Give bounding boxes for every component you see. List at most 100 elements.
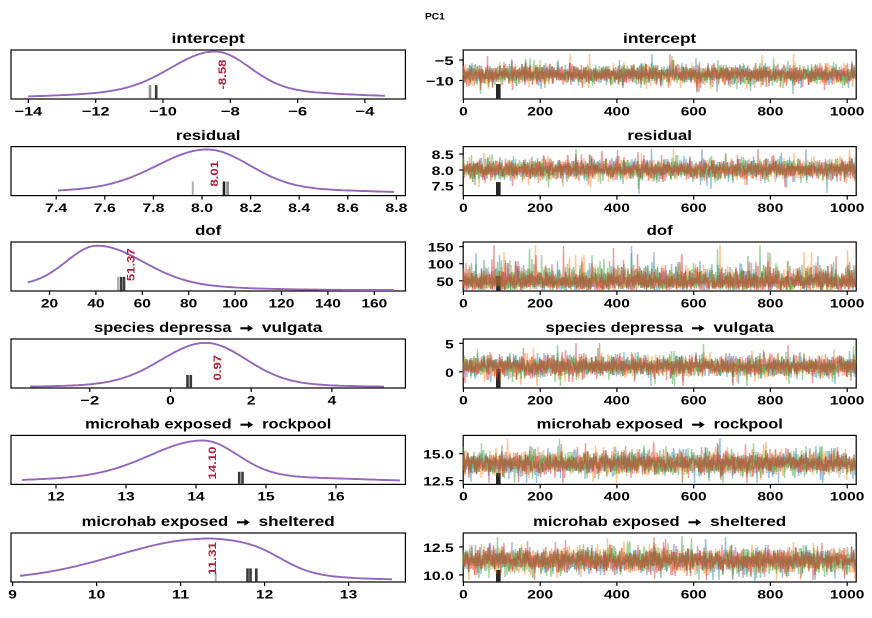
- svg-text:12.5: 12.5: [423, 541, 454, 555]
- svg-text:vulgata: vulgata: [262, 320, 323, 336]
- svg-text:7.4: 7.4: [45, 201, 67, 215]
- svg-text:0: 0: [459, 587, 468, 601]
- svg-text:9: 9: [8, 587, 17, 601]
- svg-text:200: 200: [527, 490, 553, 504]
- svg-text:2: 2: [247, 393, 256, 407]
- svg-text:15.0: 15.0: [423, 448, 454, 462]
- svg-text:residual: residual: [627, 128, 692, 144]
- svg-text:600: 600: [681, 587, 707, 601]
- svg-text:−10: −10: [149, 104, 177, 118]
- svg-text:800: 800: [757, 201, 783, 215]
- svg-text:8.6: 8.6: [337, 201, 359, 215]
- svg-text:600: 600: [681, 490, 707, 504]
- svg-text:rockpool: rockpool: [714, 417, 783, 433]
- svg-text:50: 50: [436, 275, 453, 289]
- svg-text:20: 20: [41, 296, 58, 310]
- svg-text:8.0: 8.0: [432, 164, 454, 178]
- svg-text:12: 12: [47, 490, 64, 504]
- svg-text:1000: 1000: [830, 296, 865, 310]
- svg-text:dof: dof: [647, 223, 673, 239]
- svg-text:800: 800: [757, 490, 783, 504]
- svg-text:residual: residual: [176, 128, 241, 144]
- svg-text:40: 40: [87, 296, 104, 310]
- svg-text:11: 11: [172, 587, 189, 601]
- svg-text:8.5: 8.5: [432, 148, 454, 162]
- svg-text:51.37: 51.37: [126, 248, 138, 281]
- svg-text:−2: −2: [80, 393, 99, 407]
- svg-text:10: 10: [88, 587, 105, 601]
- svg-text:800: 800: [757, 104, 783, 118]
- svg-text:rockpool: rockpool: [262, 417, 331, 433]
- svg-text:100: 100: [222, 296, 248, 310]
- svg-text:800: 800: [757, 296, 783, 310]
- svg-text:species depressa: species depressa: [546, 320, 684, 336]
- svg-text:0: 0: [166, 393, 175, 407]
- svg-text:200: 200: [527, 296, 553, 310]
- svg-text:sheltered: sheltered: [710, 514, 786, 530]
- svg-text:600: 600: [681, 393, 707, 407]
- svg-text:0: 0: [459, 393, 468, 407]
- svg-text:7.8: 7.8: [142, 201, 164, 215]
- svg-text:200: 200: [527, 104, 553, 118]
- svg-text:8.0: 8.0: [191, 201, 213, 215]
- svg-text:8.4: 8.4: [288, 201, 310, 215]
- svg-text:intercept: intercept: [623, 31, 697, 47]
- svg-text:microhab exposed: microhab exposed: [533, 514, 680, 530]
- svg-text:600: 600: [681, 296, 707, 310]
- svg-text:8.8: 8.8: [385, 201, 407, 215]
- svg-text:microhab exposed: microhab exposed: [537, 417, 684, 433]
- svg-text:14: 14: [187, 490, 204, 504]
- svg-text:dof: dof: [195, 223, 221, 239]
- svg-text:species depressa: species depressa: [94, 320, 232, 336]
- svg-text:−4: −4: [355, 104, 374, 118]
- svg-text:−5: −5: [435, 54, 454, 68]
- svg-text:PC1: PC1: [425, 12, 445, 22]
- svg-text:−6: −6: [288, 104, 307, 118]
- svg-text:4: 4: [328, 393, 337, 407]
- svg-text:12: 12: [256, 587, 273, 601]
- svg-text:13: 13: [117, 490, 134, 504]
- svg-text:600: 600: [681, 104, 707, 118]
- svg-text:vulgata: vulgata: [713, 320, 774, 336]
- svg-text:160: 160: [361, 296, 387, 310]
- svg-text:7.5: 7.5: [432, 179, 454, 193]
- svg-text:−8: −8: [221, 104, 240, 118]
- svg-text:200: 200: [527, 393, 553, 407]
- svg-text:13: 13: [340, 587, 357, 601]
- svg-text:1000: 1000: [830, 393, 865, 407]
- svg-text:150: 150: [428, 241, 454, 255]
- svg-text:400: 400: [604, 201, 630, 215]
- svg-text:10.0: 10.0: [423, 569, 454, 583]
- svg-text:−12: −12: [82, 104, 110, 118]
- svg-text:80: 80: [180, 296, 197, 310]
- svg-text:7.6: 7.6: [94, 201, 116, 215]
- svg-text:11.31: 11.31: [207, 542, 219, 575]
- svg-text:600: 600: [681, 201, 707, 215]
- svg-text:60: 60: [134, 296, 151, 310]
- svg-text:−14: −14: [15, 104, 43, 118]
- svg-text:−10: −10: [426, 75, 454, 89]
- svg-text:1000: 1000: [830, 104, 865, 118]
- svg-text:8.01: 8.01: [209, 161, 221, 187]
- svg-text:14.10: 14.10: [207, 447, 219, 480]
- svg-text:0: 0: [445, 366, 454, 380]
- svg-text:200: 200: [527, 201, 553, 215]
- svg-text:5: 5: [445, 337, 454, 351]
- svg-text:16: 16: [327, 490, 344, 504]
- svg-text:400: 400: [604, 587, 630, 601]
- svg-text:-8.58: -8.58: [217, 60, 229, 90]
- svg-text:100: 100: [428, 258, 454, 272]
- svg-text:8.2: 8.2: [240, 201, 262, 215]
- svg-text:12.5: 12.5: [423, 475, 454, 489]
- svg-text:15: 15: [257, 490, 274, 504]
- svg-text:intercept: intercept: [172, 31, 246, 47]
- svg-text:0: 0: [459, 104, 468, 118]
- svg-text:1000: 1000: [830, 201, 865, 215]
- svg-text:400: 400: [604, 104, 630, 118]
- svg-text:800: 800: [757, 393, 783, 407]
- svg-text:400: 400: [604, 393, 630, 407]
- svg-text:microhab exposed: microhab exposed: [85, 417, 232, 433]
- svg-text:0: 0: [459, 490, 468, 504]
- svg-text:0.97: 0.97: [212, 355, 224, 381]
- svg-text:microhab exposed: microhab exposed: [82, 514, 229, 530]
